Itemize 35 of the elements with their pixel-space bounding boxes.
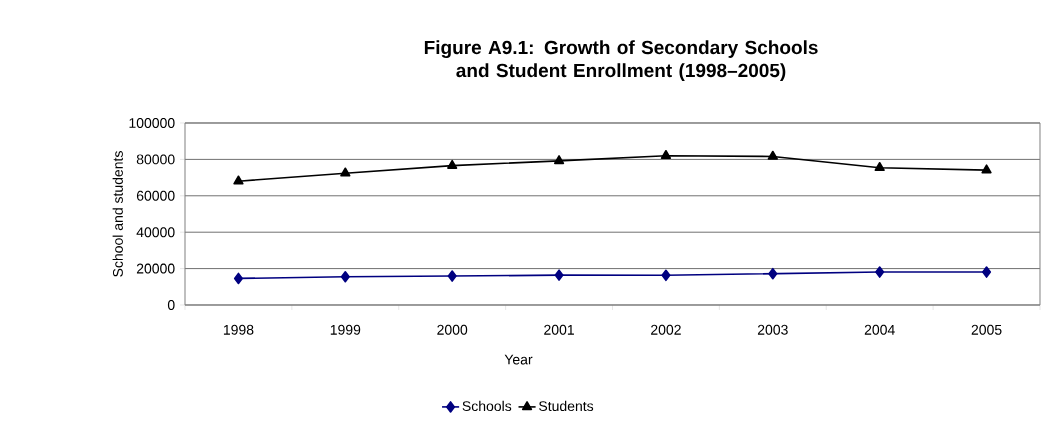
legend-label: Schools	[462, 400, 512, 412]
y-tick-label: 20000	[136, 263, 175, 274]
point	[233, 175, 244, 185]
x-tick-label: 1998	[223, 324, 254, 335]
y-tick-label: 60000	[136, 190, 175, 201]
point	[554, 269, 564, 281]
point	[660, 149, 672, 160]
x-axis-title: Year	[504, 354, 533, 365]
x-tick-label: 2004	[864, 324, 895, 335]
x-tick-label: 1999	[330, 324, 361, 335]
point	[447, 159, 458, 169]
legend-label: Students	[539, 400, 594, 412]
y-tick-label: 80000	[136, 154, 175, 165]
y-axis-title: School and students	[112, 151, 123, 277]
point	[982, 266, 992, 278]
point	[981, 164, 992, 174]
point	[233, 272, 243, 285]
x-tick-label: 2001	[544, 324, 574, 335]
x-tick-label: 2002	[651, 324, 681, 335]
y-tick-label: 0	[167, 300, 175, 310]
point	[340, 270, 350, 283]
y-tick-label: 40000	[136, 227, 175, 238]
point	[875, 266, 885, 278]
point	[767, 150, 778, 160]
point	[661, 269, 671, 282]
point	[768, 267, 778, 280]
point	[340, 167, 351, 177]
point	[553, 155, 565, 165]
x-tick-label: 2005	[971, 324, 1002, 335]
x-tick-label: 2000	[437, 324, 468, 335]
point	[874, 161, 885, 172]
chart-title: Figure A9.1: Growth of Secondary Schools and Student Enrollment (1998–2005)	[424, 40, 818, 81]
y-tick-label: 100000	[129, 118, 175, 128]
x-tick-label: 2003	[757, 324, 788, 335]
point	[447, 270, 457, 282]
